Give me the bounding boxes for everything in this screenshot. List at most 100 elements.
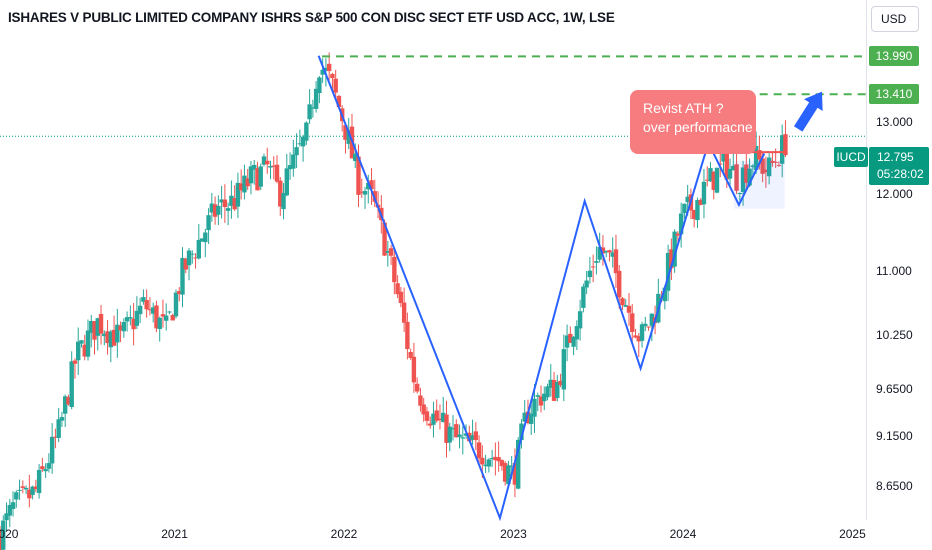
candle-up bbox=[545, 386, 550, 398]
candle-down bbox=[66, 397, 71, 405]
candle-up bbox=[268, 166, 273, 168]
candle-up bbox=[731, 165, 736, 171]
candle-up bbox=[186, 250, 192, 266]
candle-down bbox=[154, 305, 159, 329]
candle-up bbox=[297, 143, 303, 145]
candle-down bbox=[232, 198, 237, 210]
candle-down bbox=[558, 380, 563, 386]
candle-down bbox=[499, 460, 505, 467]
candle-up bbox=[17, 489, 22, 491]
symbol-tag: IUCD bbox=[834, 147, 868, 167]
candle-down bbox=[183, 258, 188, 270]
time-tick-label: 2022 bbox=[330, 527, 358, 541]
currency-selector[interactable]: USD bbox=[871, 6, 919, 32]
candle-up bbox=[180, 257, 185, 295]
candle-up bbox=[225, 208, 231, 211]
zigzag-trendline[interactable] bbox=[317, 55, 766, 522]
candle-up bbox=[128, 317, 133, 319]
candle-down bbox=[278, 180, 283, 207]
candle-down bbox=[633, 335, 638, 338]
candle-up bbox=[242, 175, 247, 193]
candle-up bbox=[150, 307, 156, 314]
price-tick-label: 9.6500 bbox=[876, 381, 913, 396]
candle-up bbox=[587, 270, 593, 278]
candle-up bbox=[662, 287, 668, 302]
annotation-callout[interactable]: Revist ATH ? over performacne bbox=[630, 90, 756, 154]
time-tick-label: 2021 bbox=[161, 527, 188, 541]
candle-up bbox=[317, 77, 322, 94]
candle-up bbox=[649, 313, 655, 326]
candle-down bbox=[711, 171, 716, 190]
candle-up bbox=[685, 196, 690, 203]
candle-up bbox=[1, 520, 6, 550]
candle-down bbox=[118, 325, 123, 331]
candle-up bbox=[300, 136, 306, 147]
candle-down bbox=[333, 78, 338, 93]
candle-down bbox=[620, 298, 625, 306]
candle-up bbox=[750, 165, 756, 168]
candle-up bbox=[281, 192, 286, 210]
candle-down bbox=[111, 329, 117, 346]
candle-down bbox=[691, 209, 697, 220]
candle-up bbox=[515, 439, 521, 489]
candle-down bbox=[144, 300, 149, 310]
candle-down bbox=[538, 396, 544, 406]
candle-up bbox=[385, 251, 391, 253]
candle-up bbox=[721, 152, 726, 162]
candle-up bbox=[509, 465, 514, 467]
candle-down bbox=[343, 125, 348, 140]
candles bbox=[0, 52, 788, 550]
candle-down bbox=[669, 249, 674, 269]
candle-down bbox=[160, 314, 166, 317]
candle-up bbox=[190, 253, 195, 255]
candle-up bbox=[46, 463, 52, 469]
candle-up bbox=[486, 459, 492, 467]
candle-down bbox=[408, 352, 413, 358]
candle-down bbox=[33, 486, 39, 490]
candle-up bbox=[701, 181, 707, 205]
time-tick-label: 2024 bbox=[669, 527, 697, 541]
candle-up bbox=[623, 305, 628, 307]
candle-down bbox=[418, 395, 423, 406]
candle-up bbox=[665, 252, 671, 291]
candle-up bbox=[304, 122, 309, 141]
candle-down bbox=[20, 486, 26, 488]
candle-up bbox=[506, 465, 511, 485]
candle-up bbox=[206, 215, 211, 231]
trendlines[interactable] bbox=[317, 55, 785, 522]
candle-down bbox=[760, 158, 765, 174]
candle-up bbox=[209, 203, 215, 213]
candle-down bbox=[212, 204, 218, 217]
target-arrow[interactable] bbox=[793, 91, 823, 132]
candle-down bbox=[336, 95, 342, 108]
level-lines[interactable] bbox=[321, 55, 866, 96]
candle-down bbox=[434, 410, 439, 421]
candle-down bbox=[193, 257, 198, 259]
candle-up bbox=[258, 166, 263, 187]
arrow-icon[interactable] bbox=[793, 91, 823, 132]
candle-up bbox=[79, 340, 84, 344]
candle-up bbox=[85, 330, 91, 357]
candle-up bbox=[307, 104, 312, 120]
candle-up bbox=[134, 310, 140, 326]
candle-down bbox=[274, 164, 280, 182]
candle-down bbox=[454, 424, 459, 438]
candle-up bbox=[766, 157, 772, 177]
candle-up bbox=[470, 435, 475, 440]
candle-up bbox=[463, 433, 469, 436]
candle-up bbox=[14, 492, 19, 500]
candle-down bbox=[131, 318, 136, 330]
candle-up bbox=[216, 205, 221, 215]
last-price-tag: 12.795 05:28:02 bbox=[869, 147, 929, 185]
candle-down bbox=[147, 309, 153, 311]
candle-up bbox=[682, 203, 687, 214]
candle-down bbox=[53, 436, 58, 438]
consolidation-box[interactable] bbox=[733, 160, 785, 209]
candle-down bbox=[467, 432, 472, 442]
candle-up bbox=[708, 168, 713, 182]
price-tick-label: 10.250 bbox=[876, 327, 913, 342]
candle-up bbox=[643, 323, 648, 327]
candle-down bbox=[271, 165, 276, 167]
candle-up bbox=[542, 393, 547, 402]
candle-down bbox=[724, 153, 729, 180]
